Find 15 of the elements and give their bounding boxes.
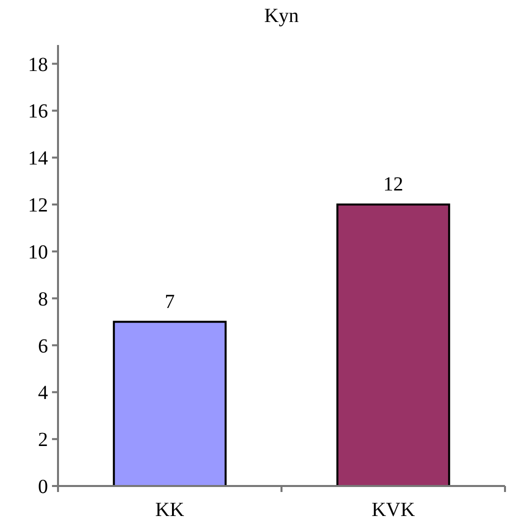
data-label: 12 [383, 174, 404, 196]
y-tick-label: 4 [38, 382, 48, 404]
y-tick-label: 14 [28, 148, 48, 170]
y-tick-label: 6 [38, 335, 48, 358]
data-label: 7 [164, 290, 175, 313]
y-tick-label: 2 [38, 429, 48, 452]
x-tick-label: KVK [372, 499, 416, 521]
y-tick-label: 8 [38, 288, 48, 310]
x-tick-label: KK [155, 499, 185, 521]
chart-title: Kyn [264, 5, 299, 27]
y-tick-label: 16 [28, 100, 48, 123]
y-tick-label: 12 [28, 194, 48, 217]
y-tick-label: 0 [38, 476, 48, 498]
y-tick-label: 10 [28, 241, 48, 264]
y-tick-label: 18 [28, 54, 48, 76]
